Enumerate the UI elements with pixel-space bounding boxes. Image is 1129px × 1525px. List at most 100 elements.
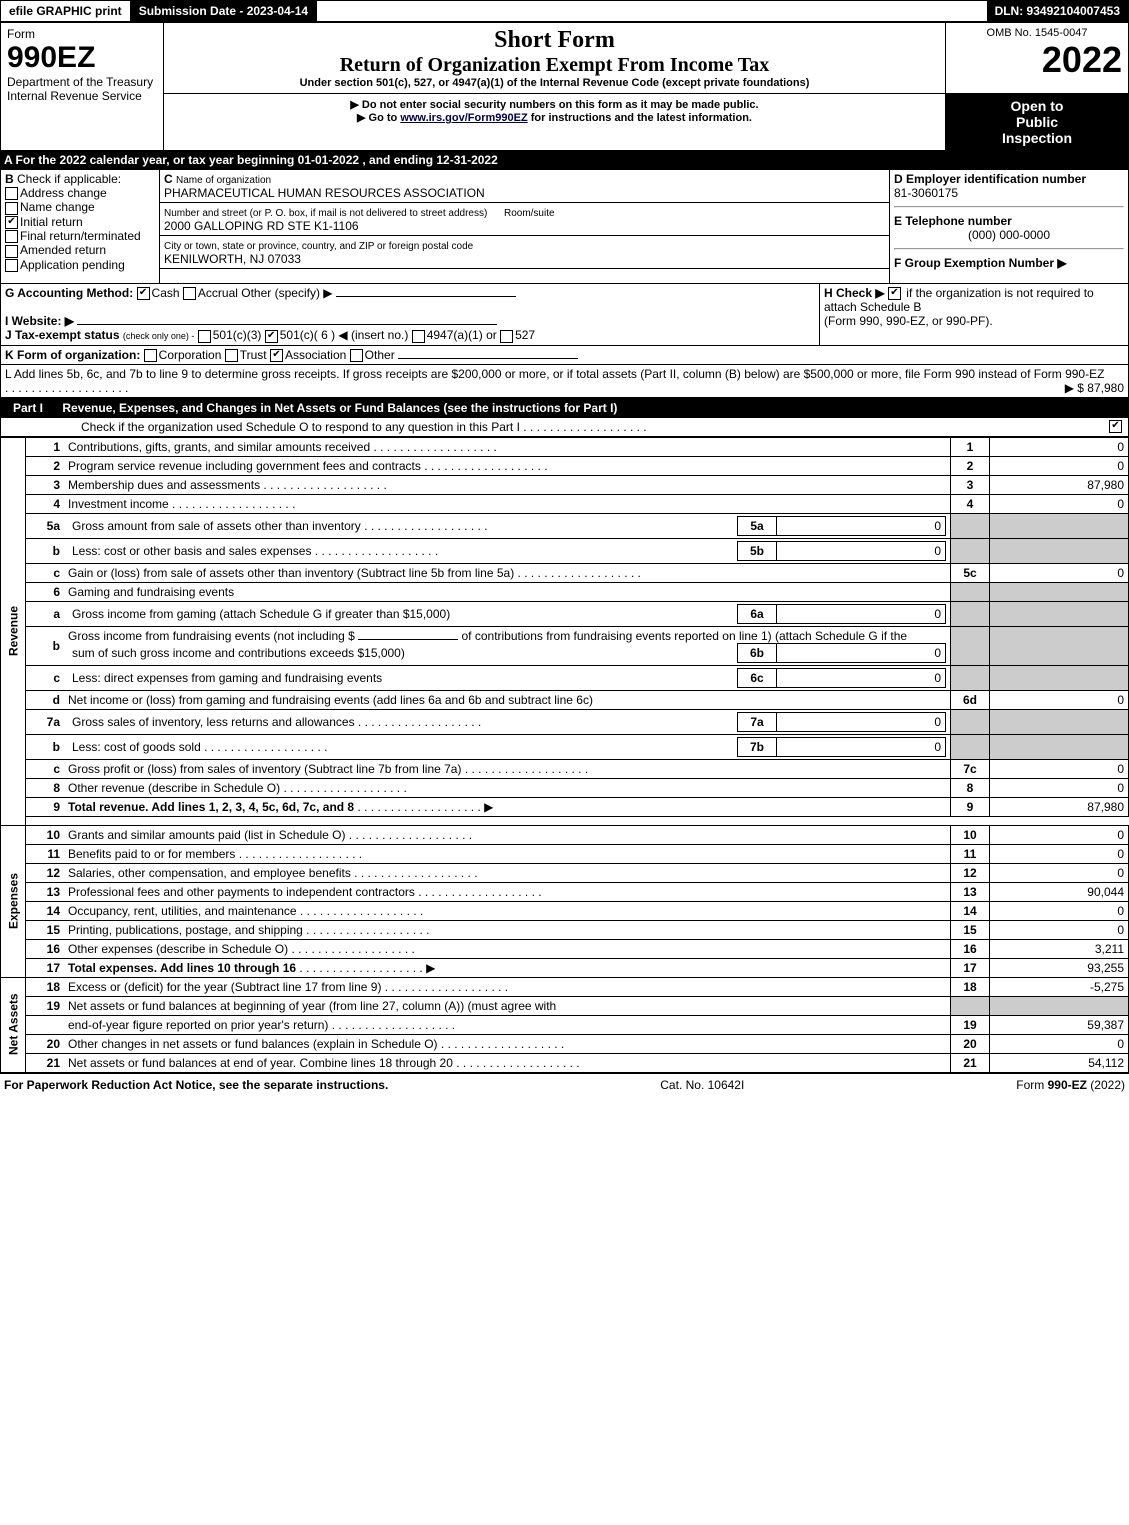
line-value: 90,044 xyxy=(990,882,1129,901)
section-i-label: I Website: ▶ xyxy=(5,314,74,328)
org-name: PHARMACEUTICAL HUMAN RESOURCES ASSOCIATI… xyxy=(164,186,485,200)
subline-value: 0 xyxy=(777,604,946,623)
line-box: 14 xyxy=(951,901,990,920)
amended-return-checkbox[interactable] xyxy=(5,245,18,258)
line-num: a xyxy=(26,601,65,626)
tax-year: 2022 xyxy=(952,39,1122,81)
line-value-grey xyxy=(990,665,1129,690)
subline-box: 5a xyxy=(738,516,777,535)
line-value-grey xyxy=(990,626,1129,665)
ein-value: 81-3060175 xyxy=(894,186,958,200)
line-desc: Other expenses (describe in Schedule O) xyxy=(64,939,951,958)
schedule-o-checkbox[interactable] xyxy=(1109,420,1122,433)
goto-line: ▶ Go to www.irs.gov/Form990EZ for instru… xyxy=(170,111,939,124)
line-num: 1 xyxy=(26,437,65,456)
efile-print-button[interactable]: efile GRAPHIC print xyxy=(1,1,131,21)
accrual-checkbox[interactable] xyxy=(183,287,196,300)
other-org-checkbox[interactable] xyxy=(350,349,363,362)
501c3-checkbox[interactable] xyxy=(198,330,211,343)
subline-box: 6a xyxy=(738,604,777,623)
line-value-grey xyxy=(990,582,1129,601)
line-box: 7c xyxy=(951,759,990,778)
city-label: City or town, state or province, country… xyxy=(164,241,473,252)
line-box: 9 xyxy=(951,797,990,816)
line-value-grey xyxy=(990,709,1129,734)
form-number: 990EZ xyxy=(7,41,157,75)
line-desc: Less: direct expenses from gaming and fu… xyxy=(64,665,951,690)
line-value: 87,980 xyxy=(990,475,1129,494)
4947-checkbox[interactable] xyxy=(412,330,425,343)
4947-label: 4947(a)(1) or xyxy=(427,328,497,342)
501c-checkbox[interactable] xyxy=(265,330,278,343)
line-value: 0 xyxy=(990,778,1129,797)
subline-box: 6c xyxy=(738,668,777,687)
line-num: 21 xyxy=(26,1053,65,1072)
initial-return-checkbox[interactable] xyxy=(5,216,18,229)
line-desc: Professional fees and other payments to … xyxy=(64,882,951,901)
line-box-grey xyxy=(951,538,990,563)
line-value-grey xyxy=(990,513,1129,538)
netassets-side-label: Net Assets xyxy=(1,977,26,1072)
section-d-label: D Employer identification number xyxy=(894,172,1086,186)
cash-checkbox[interactable] xyxy=(137,287,150,300)
accrual-label: Accrual xyxy=(198,286,238,300)
section-g-label: G Accounting Method: xyxy=(5,286,133,300)
section-k-table: K Form of organization: Corporation Trus… xyxy=(0,346,1129,365)
line-desc: Grants and similar amounts paid (list in… xyxy=(64,825,951,844)
section-h-label: H Check ▶ xyxy=(824,286,885,300)
line-num: c xyxy=(26,759,65,778)
line-num: 3 xyxy=(26,475,65,494)
schedule-b-checkbox[interactable] xyxy=(888,287,901,300)
line-desc: Other revenue (describe in Schedule O) xyxy=(64,778,951,797)
initial-return-label: Initial return xyxy=(20,215,83,229)
part1-label: Part I xyxy=(5,399,51,417)
dept-treasury: Department of the Treasury xyxy=(7,75,157,89)
other-org-label: Other xyxy=(365,348,395,362)
line-num: 13 xyxy=(26,882,65,901)
527-checkbox[interactable] xyxy=(500,330,513,343)
line-value: 0 xyxy=(990,456,1129,475)
name-of-org-label: Name of organization xyxy=(176,175,271,186)
line-desc: Gaming and fundraising events xyxy=(64,582,951,601)
line-desc: Gross income from gaming (attach Schedul… xyxy=(64,601,951,626)
line-box-grey xyxy=(951,626,990,665)
line-desc: Less: cost of goods sold 7b 0 xyxy=(64,734,951,759)
501c3-label: 501(c)(3) xyxy=(213,328,262,342)
page-footer: For Paperwork Reduction Act Notice, see … xyxy=(0,1073,1129,1096)
final-return-checkbox[interactable] xyxy=(5,230,18,243)
irs-link[interactable]: www.irs.gov/Form990EZ xyxy=(400,112,527,124)
line-value: -5,275 xyxy=(990,977,1129,996)
line-desc: Membership dues and assessments xyxy=(64,475,951,494)
do-not-ssn: ▶ Do not enter social security numbers o… xyxy=(170,98,939,111)
line-value-grey xyxy=(990,538,1129,563)
part1-title: Revenue, Expenses, and Changes in Net As… xyxy=(62,401,617,415)
application-pending-label: Application pending xyxy=(20,258,125,272)
trust-checkbox[interactable] xyxy=(225,349,238,362)
line-box: 8 xyxy=(951,778,990,797)
address-change-checkbox[interactable] xyxy=(5,187,18,200)
line-num: 20 xyxy=(26,1034,65,1053)
corp-checkbox[interactable] xyxy=(144,349,157,362)
subline-value: 0 xyxy=(777,737,946,756)
submission-date: Submission Date - 2023-04-14 xyxy=(131,1,317,21)
line-desc: Investment income xyxy=(64,494,951,513)
line-desc: Gross amount from sale of assets other t… xyxy=(64,513,951,538)
name-change-checkbox[interactable] xyxy=(5,202,18,215)
under-section: Under section 501(c), 527, or 4947(a)(1)… xyxy=(170,77,939,89)
line-box: 18 xyxy=(951,977,990,996)
open-to-public: Open to Public Inspection xyxy=(946,94,1129,151)
line-box: 21 xyxy=(951,1053,990,1072)
application-pending-checkbox[interactable] xyxy=(5,259,18,272)
line-box: 4 xyxy=(951,494,990,513)
line-desc: Gross profit or (loss) from sales of inv… xyxy=(64,759,951,778)
line-box: 12 xyxy=(951,863,990,882)
subline-value: 0 xyxy=(777,516,946,535)
line-num: 9 xyxy=(26,797,65,816)
line-num: 10 xyxy=(26,825,65,844)
assoc-checkbox[interactable] xyxy=(270,349,283,362)
section-gh-table: G Accounting Method: Cash Accrual Other … xyxy=(0,284,1129,346)
gross-receipts-value: ▶ $ 87,980 xyxy=(1065,381,1124,395)
part1-lines-table: Revenue 1 Contributions, gifts, grants, … xyxy=(0,437,1129,1073)
return-title: Return of Organization Exempt From Incom… xyxy=(170,54,939,77)
subline-value: 0 xyxy=(777,643,946,662)
